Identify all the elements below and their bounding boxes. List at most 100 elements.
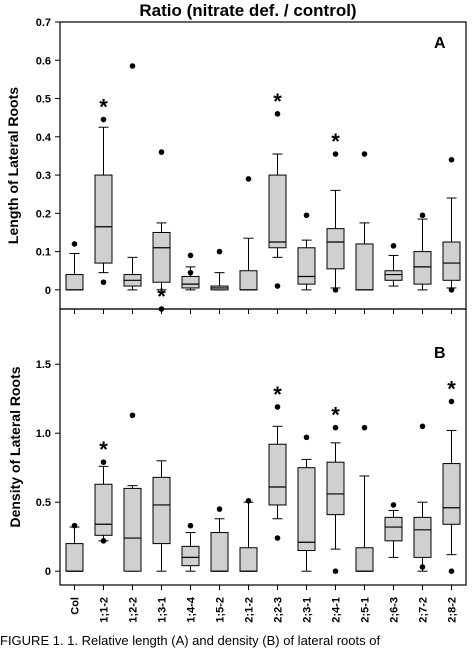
box-iqr	[94, 483, 113, 536]
box-iqr	[297, 467, 316, 552]
significance-star: *	[331, 403, 340, 428]
box-iqr	[413, 516, 432, 558]
x-tick-label-Col: Col	[70, 597, 82, 615]
box-iqr	[65, 274, 84, 291]
outlier-point	[448, 287, 455, 293]
y-tick-label: 0.2	[36, 208, 51, 220]
outlier-point	[158, 306, 165, 312]
outlier-point	[274, 111, 281, 117]
significance-star: *	[157, 284, 166, 309]
significance-star: *	[273, 89, 282, 114]
outlier-point	[216, 506, 223, 512]
outlier-point	[448, 398, 455, 405]
x-tick-label-2;7-2: 2;7-2	[418, 597, 430, 623]
box-1;2-2	[123, 412, 142, 572]
box-1;5-2	[210, 248, 229, 291]
outlier-point	[419, 423, 426, 430]
plot-frame-a	[59, 21, 467, 310]
box-iqr	[326, 228, 345, 270]
box-iqr	[123, 487, 142, 572]
outlier-point	[419, 564, 426, 570]
box-2;6-3	[384, 502, 403, 558]
box-2;5-1	[355, 424, 374, 572]
box-2;3-1	[297, 434, 316, 572]
y-axis-label: Density of Lateral Roots	[7, 366, 23, 527]
x-tick-label-2;1-2: 2;1-2	[244, 597, 256, 623]
box-2;5-1	[355, 151, 374, 291]
outlier-point	[361, 424, 368, 431]
box-iqr	[384, 516, 403, 542]
box-iqr	[65, 543, 84, 572]
box-iqr	[268, 174, 287, 249]
panel-letter: A	[434, 35, 446, 52]
box-iqr	[413, 251, 432, 285]
panel-a: 0 0.1 0.2 0.3 0.4 0.5 0.6 0.7 Length of Lateral …	[5, 17, 467, 314]
outlier-point	[332, 424, 339, 431]
x-tick-label-1;3-1: 1;3-1	[157, 597, 169, 623]
box-2;8-2	[442, 156, 461, 293]
outlier-point	[187, 252, 194, 259]
y-tick-label: 0.5	[36, 94, 51, 106]
box-Col	[65, 522, 84, 572]
y-tick-label: 0	[45, 285, 51, 297]
x-tick-label-2;4-1: 2;4-1	[331, 597, 343, 623]
box-iqr	[239, 270, 258, 291]
box-iqr	[442, 463, 461, 525]
box-iqr	[181, 545, 200, 567]
box-iqr	[152, 231, 171, 283]
outlier-point	[245, 498, 252, 504]
y-tick-label: 0	[45, 566, 51, 578]
outlier-point	[245, 176, 252, 182]
outlier-point	[100, 116, 107, 123]
x-tick-label-1;1-2: 1;1-2	[99, 597, 111, 623]
significance-star: *	[273, 382, 282, 407]
outlier-point	[448, 568, 455, 574]
outlier-point	[71, 522, 78, 529]
outlier-point	[274, 535, 281, 541]
box-1;1-2: *	[94, 95, 113, 286]
box-iqr	[152, 476, 171, 545]
box-2;1-2	[239, 498, 258, 572]
x-tick-label-1;4-4: 1;4-4	[186, 596, 198, 623]
panel-letter: B	[434, 345, 446, 362]
outlier-point	[419, 212, 426, 219]
box-2;7-2	[413, 423, 432, 572]
outlier-point	[448, 156, 455, 163]
outlier-point	[361, 151, 368, 157]
outlier-point	[274, 283, 281, 289]
outlier-point	[303, 212, 310, 219]
outlier-point	[332, 151, 339, 157]
significance-star: *	[99, 437, 108, 462]
outlier-point	[158, 149, 165, 155]
box-iqr	[181, 275, 200, 289]
box-2;4-1: *	[326, 403, 345, 574]
y-tick-label: 0.4	[36, 132, 52, 144]
outlier-point	[100, 459, 107, 465]
box-2;4-1: *	[326, 129, 345, 293]
box-iqr	[355, 547, 374, 572]
box-1;3-1	[152, 149, 171, 291]
box-Col	[65, 241, 84, 291]
x-tick-label-2;5-1: 2;5-1	[360, 597, 372, 623]
box-iqr	[239, 547, 258, 572]
box-2;8-2: *	[442, 376, 461, 574]
figure-title: Ratio (nitrate def. / control)	[139, 1, 356, 20]
outlier-point	[303, 434, 310, 441]
x-tick-label-2;8-2: 2;8-2	[447, 597, 459, 623]
y-tick-label: 1.0	[36, 428, 51, 440]
box-2;7-2	[413, 212, 432, 291]
outlier-point	[332, 287, 339, 293]
box-2;2-3: *	[268, 382, 287, 541]
outlier-point	[332, 568, 339, 574]
box-1;2-2	[123, 63, 142, 291]
box-2;2-3: *	[268, 89, 287, 289]
box-2;1-2	[239, 176, 258, 291]
figure-caption: FIGURE 1. 1. Relative length (A) and den…	[0, 633, 380, 648]
outlier-point	[187, 522, 194, 529]
significance-star: *	[331, 129, 340, 154]
outlier-point	[216, 248, 223, 255]
outlier-point	[187, 269, 194, 276]
outlier-point	[274, 404, 281, 410]
